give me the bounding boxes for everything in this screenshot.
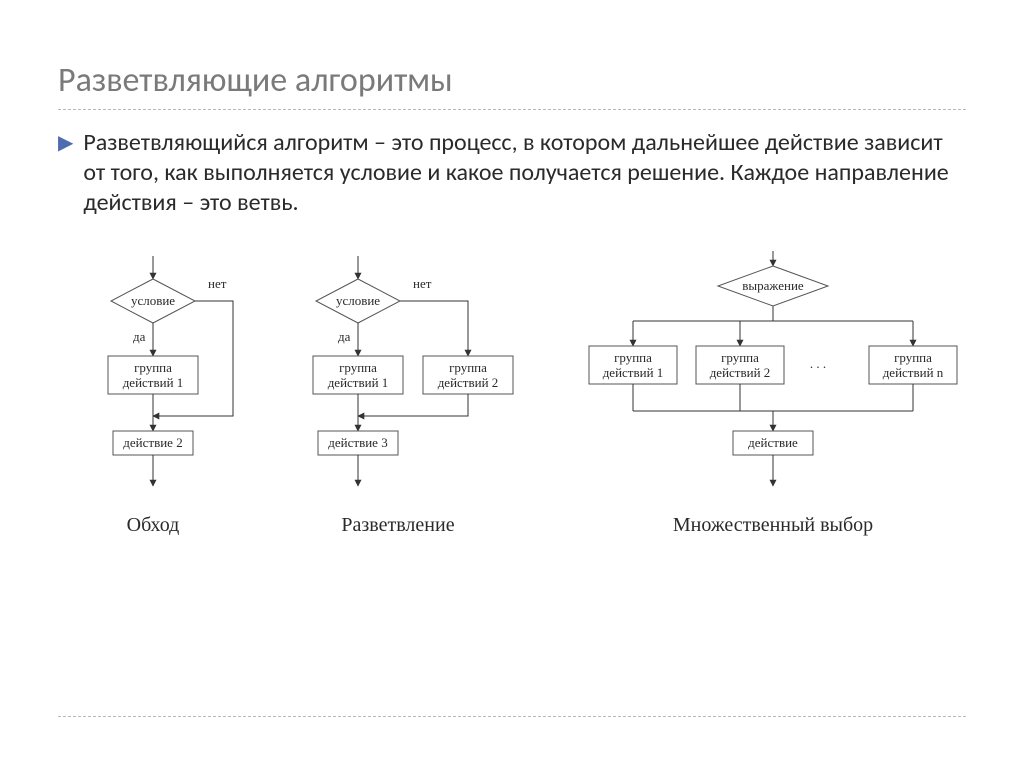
slide-title: Разветвляющие алгоритмы bbox=[58, 60, 966, 101]
svg-text:нет: нет bbox=[413, 276, 432, 291]
flowchart-multi: выражениегруппадействий 1группадействий … bbox=[589, 251, 957, 536]
svg-text:условие: условие bbox=[131, 293, 175, 308]
bullet-text: Разветвляющийся алгоритм – это процесс, … bbox=[83, 128, 966, 218]
svg-text:группа: группа bbox=[614, 350, 652, 365]
flowchart-bypass: условие да нет группадействий 1 действие 2 Об… bbox=[108, 256, 233, 536]
svg-text:Разветвление: Разветвление bbox=[341, 514, 454, 536]
svg-text:группа: группа bbox=[721, 350, 759, 365]
svg-text:группа: группа bbox=[449, 360, 487, 375]
slide: Разветвляющие алгоритмы ▶ Разветвляющийс… bbox=[0, 0, 1024, 767]
svg-text:действие 2: действие 2 bbox=[123, 435, 182, 450]
svg-text:. . .: . . . bbox=[810, 356, 826, 371]
svg-text:действий 2: действий 2 bbox=[710, 365, 771, 380]
bullet-item: ▶ Разветвляющийся алгоритм – это процесс… bbox=[58, 128, 966, 218]
svg-text:действий 1: действий 1 bbox=[603, 365, 664, 380]
svg-text:действий 1: действий 1 bbox=[123, 375, 184, 390]
svg-text:действий 2: действий 2 bbox=[438, 375, 499, 390]
svg-text:действий 1: действий 1 bbox=[328, 375, 389, 390]
svg-text:действие: действие bbox=[748, 435, 798, 450]
svg-text:группа: группа bbox=[339, 360, 377, 375]
svg-text:Обход: Обход bbox=[127, 514, 180, 536]
svg-text:условие: условие bbox=[336, 293, 380, 308]
svg-text:группа: группа bbox=[894, 350, 932, 365]
svg-text:действий n: действий n bbox=[883, 365, 944, 380]
svg-text:нет: нет bbox=[208, 276, 227, 291]
svg-text:Множественный выбор: Множественный выбор bbox=[673, 514, 873, 536]
svg-text:действие 3: действие 3 bbox=[328, 435, 387, 450]
svg-text:да: да bbox=[338, 329, 351, 344]
bullet-marker-icon: ▶ bbox=[58, 128, 73, 158]
flowchart-branch: условиеданетгруппадействий 1группадейств… bbox=[313, 256, 513, 536]
svg-text:да: да bbox=[133, 329, 146, 344]
svg-text:группа: группа bbox=[134, 360, 172, 375]
flowchart-svg: условиеданетгруппадействий 1действие 2Об… bbox=[58, 246, 966, 576]
title-divider bbox=[58, 109, 966, 110]
svg-text:выражение: выражение bbox=[742, 278, 804, 293]
footer-divider bbox=[58, 716, 966, 717]
flowchart-diagrams: условиеданетгруппадействий 1действие 2Об… bbox=[58, 246, 966, 576]
